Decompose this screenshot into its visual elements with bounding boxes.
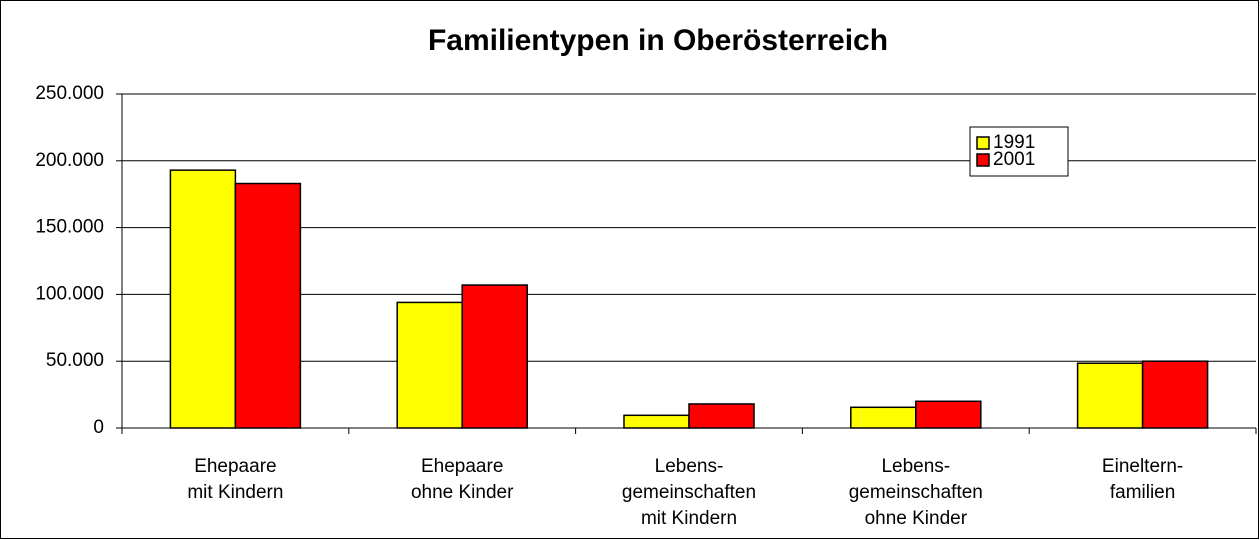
bar bbox=[1141, 360, 1209, 429]
bar bbox=[915, 400, 982, 429]
bar bbox=[1076, 362, 1144, 429]
bar bbox=[169, 169, 237, 429]
chart-title: Familientypen in Oberösterreich bbox=[428, 24, 888, 57]
y-tick-label: 200.000 bbox=[35, 150, 104, 171]
legend-label: 2001 bbox=[993, 149, 1035, 170]
legend-swatch bbox=[976, 153, 990, 167]
bar bbox=[623, 414, 690, 429]
y-tick-label: 150.000 bbox=[35, 217, 104, 238]
y-tick-label: 0 bbox=[93, 417, 104, 438]
bar bbox=[850, 406, 917, 429]
legend-swatch bbox=[976, 136, 990, 150]
x-tick-label: Ehepaare ohne Kinder bbox=[411, 456, 514, 503]
x-tick-label: Lebens-gemeinschaften ohne Kinder bbox=[849, 456, 983, 529]
x-tick-label: Eineltern-familien bbox=[1102, 456, 1183, 503]
y-tick-label: 250.000 bbox=[35, 83, 104, 104]
y-tick-label: 50.000 bbox=[46, 350, 104, 371]
bar bbox=[688, 403, 755, 429]
x-tick-label: Lebens-gemeinschaften mit Kindern bbox=[622, 456, 756, 529]
bar bbox=[234, 182, 302, 429]
bar bbox=[461, 284, 528, 429]
y-tick-label: 100.000 bbox=[35, 283, 104, 304]
legend-box bbox=[969, 126, 1069, 177]
x-tick-label: Ehepaare mit Kindern bbox=[187, 456, 283, 503]
legend-label: 1991 bbox=[993, 132, 1035, 153]
bar bbox=[396, 301, 463, 429]
